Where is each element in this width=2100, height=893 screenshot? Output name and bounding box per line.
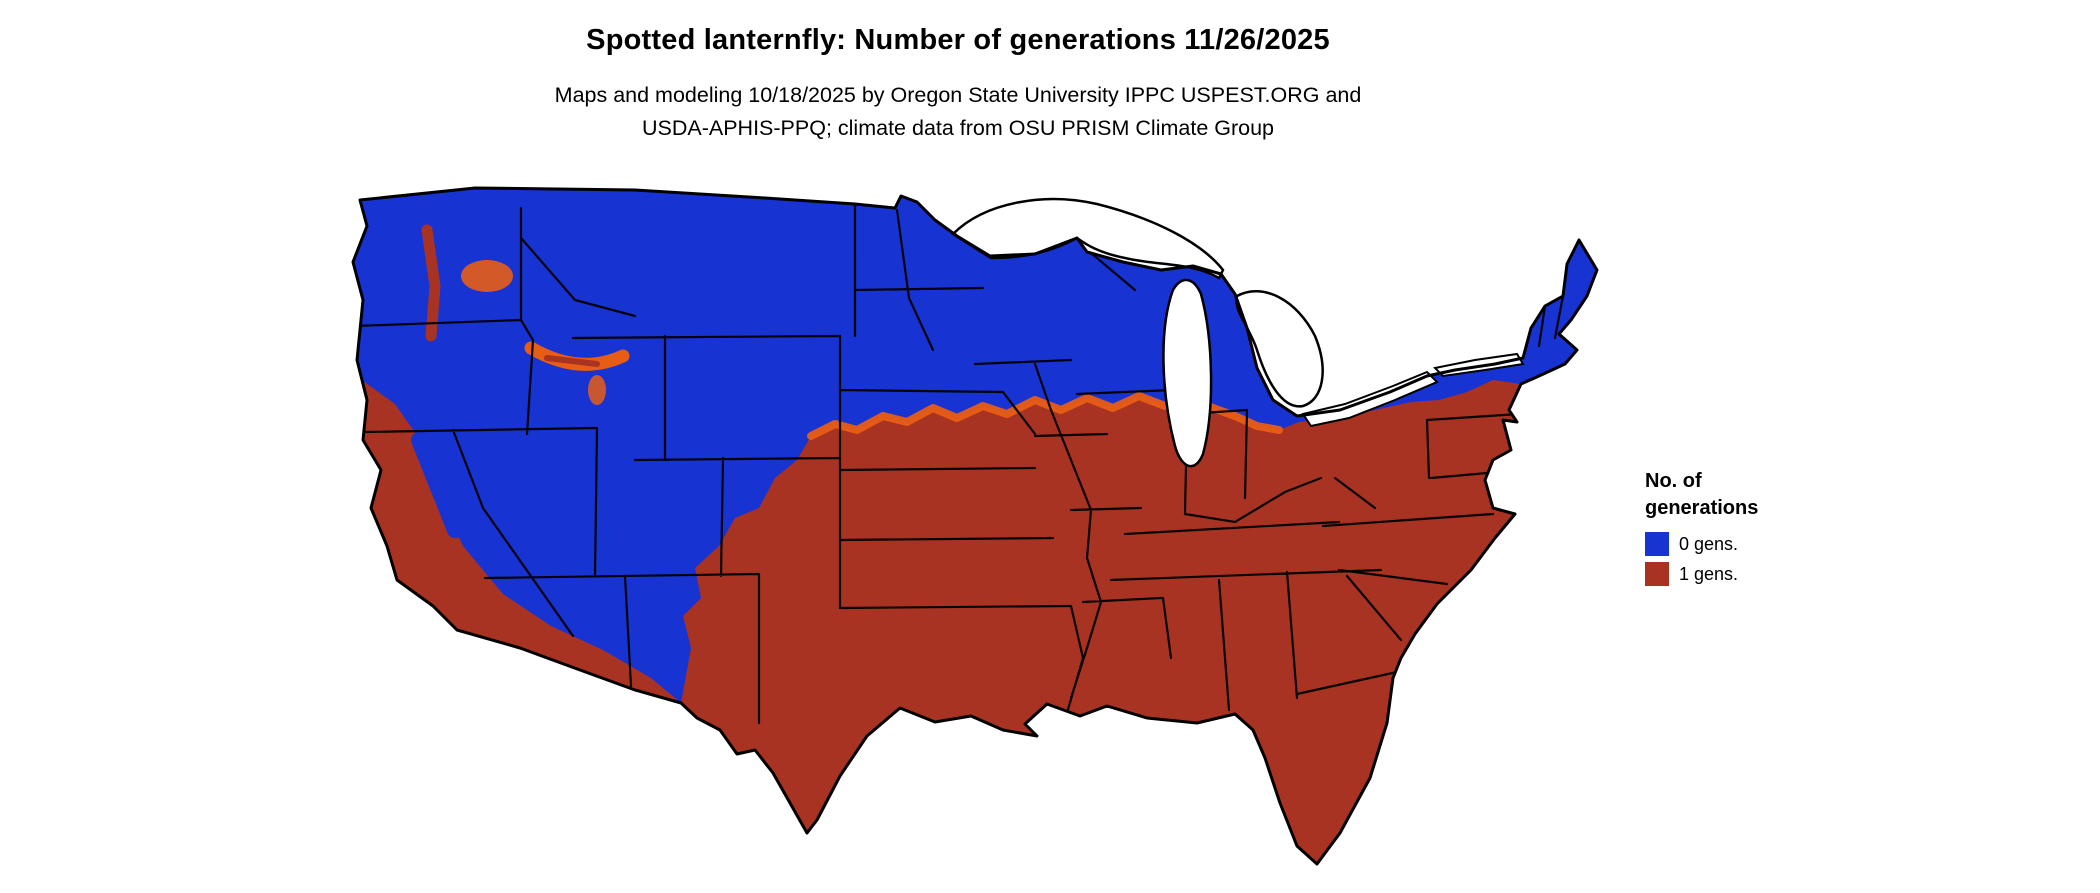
columbia-basin-patch <box>461 260 513 292</box>
state-borders <box>353 202 1565 725</box>
page-subtitle: Maps and modeling 10/18/2025 by Oregon S… <box>0 79 1916 145</box>
sierra-stripe <box>411 432 463 538</box>
nw-valley-patch <box>421 224 441 342</box>
zero-gens-color-swatch <box>1645 532 1669 556</box>
one-gen-color-swatch <box>1645 562 1669 586</box>
lake-michigan <box>1162 278 1213 468</box>
legend-swatch-one-gen <box>1645 562 1669 586</box>
subtitle-line-2: USDA-APHIS-PPQ; climate data from OSU PR… <box>641 116 1275 140</box>
subtitle-line-1: Maps and modeling 10/18/2025 by Oregon S… <box>554 83 1362 107</box>
legend-swatch-zero-gens <box>1645 532 1669 556</box>
legend-title: No. of generations <box>1645 468 1865 522</box>
wasatch-patch <box>588 375 606 405</box>
legend: No. of generations 0 gens. 1 gens. <box>1645 468 1865 592</box>
map-header: Spotted lanternfly: Number of generation… <box>0 24 1916 145</box>
us-map <box>351 186 1599 866</box>
snake-plain-core <box>544 355 600 367</box>
legend-item-one-gen: 1 gens. <box>1645 562 1865 586</box>
legend-label-zero-gens: 0 gens. <box>1679 533 1739 554</box>
legend-title-line-1: No. of <box>1645 470 1702 492</box>
legend-label-one-gen: 1 gens. <box>1679 563 1739 584</box>
us-map-container <box>335 178 1600 888</box>
legend-item-zero-gens: 0 gens. <box>1645 532 1865 556</box>
legend-title-line-2: generations <box>1645 497 1759 519</box>
lake-huron <box>1235 290 1324 408</box>
page-title: Spotted lanternfly: Number of generation… <box>586 24 1330 56</box>
region-one-gen-west <box>353 378 681 738</box>
